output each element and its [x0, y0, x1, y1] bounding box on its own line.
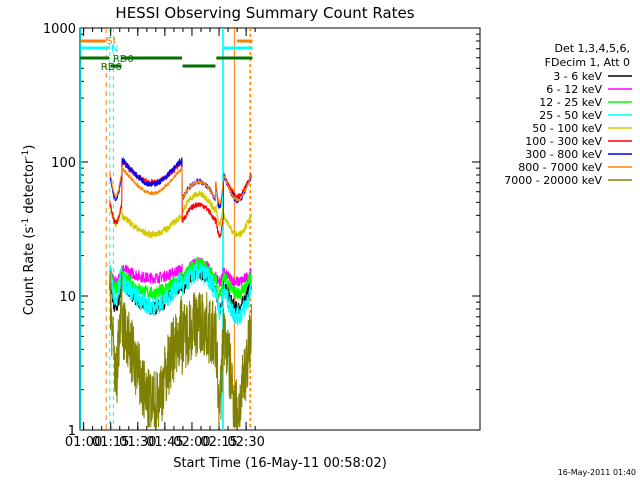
- x-tick-label: 02:00: [173, 435, 210, 450]
- x-tick-label: 01:15: [92, 435, 129, 450]
- legend-label: 3 - 6 keV: [553, 70, 602, 83]
- plot-frame: [79, 27, 481, 431]
- legend-label: 800 - 7000 keV: [518, 161, 602, 174]
- legend-label: 50 - 100 keV: [532, 122, 602, 135]
- x-tick-label: 02:30: [227, 435, 264, 450]
- y-label-end: ): [22, 145, 37, 150]
- legend-label: 25 - 50 keV: [539, 109, 602, 122]
- series-line: [109, 266, 252, 316]
- series-line: [109, 270, 252, 428]
- flag-label: RD6: [101, 62, 122, 73]
- chart-title: HESSI Observing Summary Count Rates: [115, 4, 414, 22]
- legend-header-line2: FDecim 1, Att 0: [545, 56, 630, 69]
- legend-label: 300 - 800 keV: [525, 148, 602, 161]
- footer-timestamp: 16-May-2011 01:40: [558, 468, 636, 477]
- x-tick-label: 01:30: [119, 435, 156, 450]
- legend-label: 7000 - 20000 keV: [504, 174, 602, 187]
- y-tick-label: 1: [68, 424, 76, 439]
- x-tick-label: 02:15: [200, 435, 237, 450]
- legend-label: 6 - 12 keV: [546, 83, 602, 96]
- y-label-mid: detector: [22, 158, 37, 218]
- y-axis-label: Count Rate (s-1 detector-1): [21, 145, 37, 316]
- legend-label: 12 - 25 keV: [539, 96, 602, 109]
- x-axis-label: Start Time (16-May-11 00:58:02): [173, 456, 387, 471]
- series-line: [109, 190, 252, 239]
- series-line: [109, 256, 252, 288]
- series-line: [109, 166, 252, 206]
- y-label-sup1: -1: [21, 218, 31, 227]
- y-tick-label: 10: [59, 290, 76, 305]
- flag-label: N: [111, 44, 118, 55]
- y-tick-label: 1000: [43, 22, 76, 37]
- y-label-sup2: -1: [21, 150, 31, 159]
- flag-label: SI: [106, 36, 115, 47]
- legend-label: 100 - 300 keV: [525, 135, 602, 148]
- x-tick-label: 01:45: [146, 435, 183, 450]
- x-tick-label: 01:00: [65, 435, 102, 450]
- y-tick-label: 100: [51, 156, 76, 171]
- flag-label: RD0: [113, 54, 134, 65]
- series-line: [109, 262, 252, 326]
- y-label-main: Count Rate (s: [22, 227, 37, 316]
- legend-header-line1: Det 1,3,4,5,6,: [554, 42, 630, 55]
- series-group: [109, 157, 252, 428]
